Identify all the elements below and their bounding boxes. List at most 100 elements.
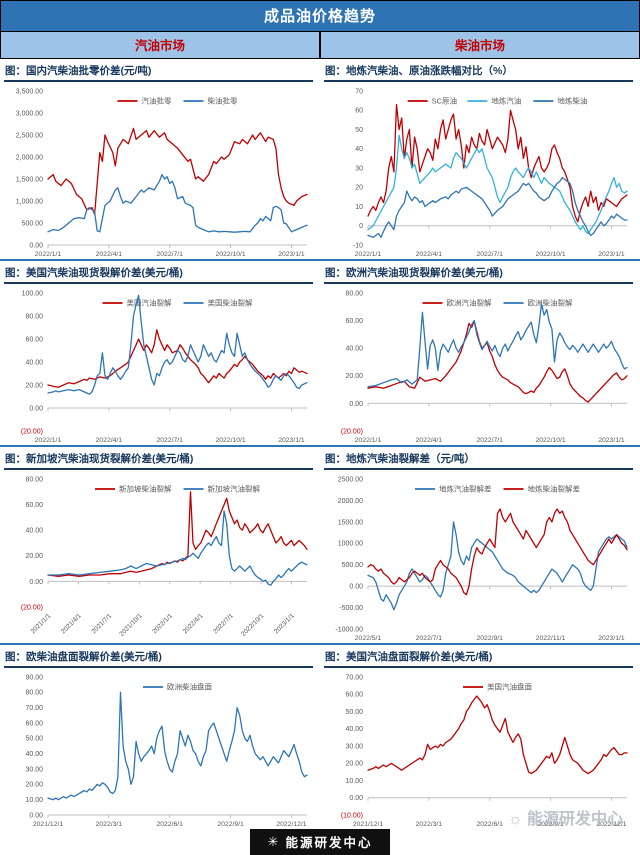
svg-text:2021/12/1: 2021/12/1 [33,821,63,828]
svg-text:2023/1/1: 2023/1/1 [273,612,296,635]
svg-text:2022/3/1: 2022/3/1 [96,821,123,828]
svg-text:1000.00: 1000.00 [338,541,363,548]
svg-text:(20.00): (20.00) [21,604,43,611]
svg-text:-10: -10 [353,242,363,249]
chart-title: 图：地炼汽柴油裂解差（元/吨） [324,450,633,470]
chart-panel-refinery-crude-change-comparison: 图：地炼汽柴油、原油涨跌幅对比（%） 2022/1/1 2022/4/1 2022/… [320,59,640,259]
svg-text:2022/3/1: 2022/3/1 [416,821,443,828]
svg-text:2022/10/1: 2022/10/1 [240,612,266,638]
brand-badge: ✳ 能源研发中心 [249,829,391,855]
svg-text:80.00: 80.00 [345,290,363,297]
svg-text:70: 70 [355,88,363,95]
svg-text:60.00: 60.00 [345,692,363,699]
svg-text:2022/1/1: 2022/1/1 [35,251,62,258]
chart-row-3: 图：新加坡汽柴油现货裂解价差(美元/桶) 2021/1/1 2021/4/1 202… [0,447,640,645]
chart-row-2: 图：美国汽柴油现货裂解价差(美元/桶) 2022/1/1 2022/4/1 2022… [0,261,640,447]
report-header: 成品油价格趋势 汽油市场 柴油市场 [0,0,640,59]
chart-panel-us-gasoline-futures-crack: 图：美国汽油盘面裂解价差(美元/桶) 2021/12/1 2022/3/1 2022… [320,645,640,829]
svg-text:10.00: 10.00 [345,778,363,785]
svg-text:0.00: 0.00 [29,242,43,249]
svg-text:30.00: 30.00 [345,743,363,750]
chart-title: 图：美国汽油盘面裂解价差(美元/桶) [324,648,633,668]
chart-title: 图：美国汽柴油现货裂解价差(美元/桶) [4,264,313,284]
svg-text:2022/7/1: 2022/7/1 [476,251,503,258]
svg-text:欧洲汽油裂解: 欧洲汽油裂解 [447,298,492,308]
chart-row-4: 图：欧柴油盘面裂解价差(美元/桶) 2021/12/1 2022/3/1 2022/… [0,645,640,829]
svg-text:2022/7/1: 2022/7/1 [416,635,443,642]
svg-text:2022/7/1: 2022/7/1 [156,437,183,444]
page-footer: ✳ 能源研发中心 [0,829,640,855]
chart-title: 图：地炼汽柴油、原油涨跌幅对比（%） [324,62,633,82]
svg-text:20.00: 20.00 [345,373,363,380]
svg-text:30.00: 30.00 [25,766,43,773]
svg-text:2022/4/1: 2022/4/1 [416,437,443,444]
svg-text:2022/10/1: 2022/10/1 [215,251,245,258]
svg-text:2022/7/1: 2022/7/1 [476,437,503,444]
svg-text:2021/1/1: 2021/1/1 [30,612,53,635]
market-column-headers: 汽油市场 柴油市场 [1,32,639,58]
svg-text:2022/12/1: 2022/12/1 [276,821,306,828]
chart-plot-singapore-spot-crack-spread: 2021/1/1 2021/4/1 2021/7/1 2021/10/1 2022/1/… [21,476,308,638]
chart-panel-europe-diesel-futures-crack: 图：欧柴油盘面裂解价差(美元/桶) 2021/12/1 2022/3/1 2022/… [0,645,320,829]
column-header-diesel-market: 柴油市场 [319,32,639,58]
svg-text:(20.00): (20.00) [21,428,43,435]
chart-panel-europe-spot-crack-spread: 图：欧洲汽柴油现货裂解价差(美元/桶) 2022/1/1 2022/4/1 2022… [320,261,640,445]
svg-text:美国汽油裂解: 美国汽油裂解 [127,298,172,308]
svg-text:60.00: 60.00 [25,720,43,727]
svg-text:20.00: 20.00 [25,553,43,560]
svg-text:SC原油: SC原油 [432,96,457,106]
svg-text:50.00: 50.00 [345,709,363,716]
chart-title: 图：欧洲汽柴油现货裂解价差(美元/桶) [324,264,633,284]
svg-text:美国柴油裂解: 美国柴油裂解 [208,298,253,308]
svg-text:新加坡汽油裂解: 新加坡汽油裂解 [208,484,261,494]
svg-text:欧洲柴油盘面: 欧洲柴油盘面 [167,682,212,692]
svg-text:2023/1/1: 2023/1/1 [278,251,305,258]
svg-text:2022/7/1: 2022/7/1 [156,251,183,258]
chart-title: 图：国内汽柴油批零价差(元/吨) [4,62,313,82]
svg-text:2022/1/1: 2022/1/1 [151,612,174,635]
svg-text:0.00: 0.00 [29,579,43,586]
svg-text:-1000.00: -1000.00 [335,626,363,633]
svg-text:2022/10/1: 2022/10/1 [215,437,245,444]
svg-text:2022/12/1: 2022/12/1 [596,821,626,828]
svg-text:2022/10/1: 2022/10/1 [535,251,565,258]
svg-text:500.00: 500.00 [22,220,44,227]
svg-text:0.00: 0.00 [349,584,363,591]
svg-text:40.00: 40.00 [345,346,363,353]
svg-text:美国汽油盘面: 美国汽油盘面 [487,682,532,692]
svg-text:40.00: 40.00 [25,359,43,366]
svg-text:1,000.00: 1,000.00 [16,198,43,205]
brand-name: 能源研发中心 [285,836,373,850]
svg-text:2022/4/1: 2022/4/1 [96,251,123,258]
svg-text:2021/10/1: 2021/10/1 [118,612,144,638]
svg-text:2021/4/1: 2021/4/1 [60,612,83,635]
svg-text:2022/6/1: 2022/6/1 [156,821,183,828]
svg-text:70.00: 70.00 [345,674,363,681]
svg-text:20: 20 [355,185,363,192]
svg-text:地炼汽油: 地炼汽油 [491,96,521,106]
svg-text:1,500.00: 1,500.00 [16,176,43,183]
chart-panel-refinery-crack-spread: 图：地炼汽柴油裂解差（元/吨） 2022/5/1 2022/7/1 2022/9/1… [320,447,640,643]
svg-text:地炼汽油裂解差: 地炼汽油裂解差 [439,484,492,494]
svg-text:2022/6/1: 2022/6/1 [476,821,503,828]
svg-text:地炼柴油: 地炼柴油 [557,96,587,106]
svg-text:10: 10 [355,204,363,211]
svg-text:(20.00): (20.00) [341,428,363,435]
svg-text:30: 30 [355,165,363,172]
svg-text:2022/9/1: 2022/9/1 [217,821,244,828]
svg-text:柴油批零: 柴油批零 [208,96,238,106]
svg-text:2022/4/1: 2022/4/1 [96,437,123,444]
svg-text:60.00: 60.00 [25,336,43,343]
svg-text:3,000.00: 3,000.00 [16,110,43,117]
svg-text:3,500.00: 3,500.00 [16,88,43,95]
svg-text:2021/12/1: 2021/12/1 [353,821,383,828]
chart-title: 图：新加坡汽柴油现货裂解价差(美元/桶) [4,450,313,470]
svg-text:汽油批零: 汽油批零 [142,96,172,106]
svg-text:2022/1/1: 2022/1/1 [355,437,382,444]
svg-text:(10.00): (10.00) [341,812,363,819]
svg-text:2022/7/1: 2022/7/1 [212,612,235,635]
svg-text:90.00: 90.00 [25,674,43,681]
chart-panel-domestic-wholesale-retail-spread: 图：国内汽柴油批零价差(元/吨) 2022/1/1 2022/4/1 2022/7/… [0,59,320,259]
svg-text:2,000.00: 2,000.00 [16,154,43,161]
svg-text:70.00: 70.00 [25,705,43,712]
